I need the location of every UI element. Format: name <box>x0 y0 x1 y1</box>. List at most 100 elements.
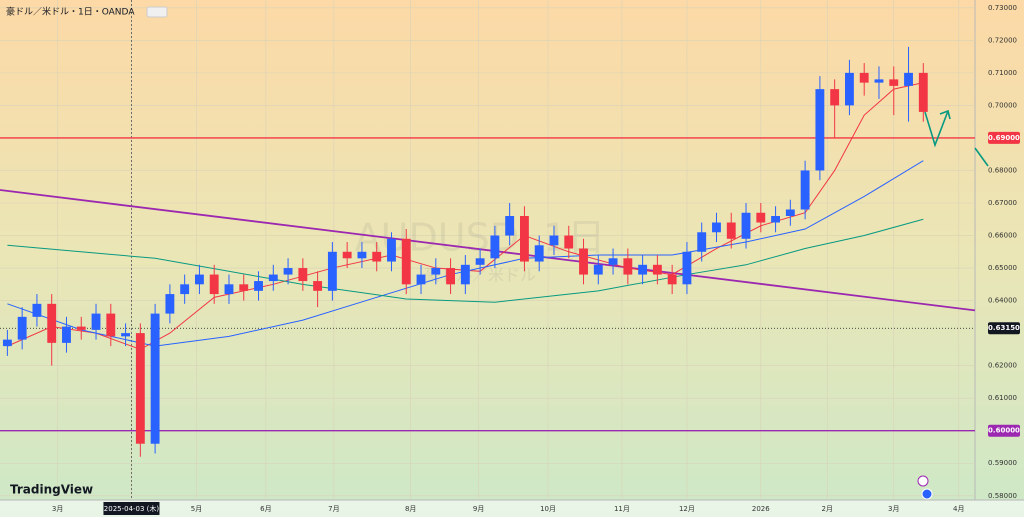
candle-body <box>387 238 396 262</box>
candle-body <box>209 274 219 295</box>
x-tick-label: 9月 <box>473 505 484 513</box>
y-tick-label: 0.72000 <box>988 36 1017 44</box>
x-tick-label: 5月 <box>191 505 202 513</box>
y-tick-label: 0.73000 <box>988 4 1017 12</box>
candle-body <box>475 258 485 265</box>
flag-icon[interactable] <box>921 488 933 500</box>
candle-body <box>268 274 278 282</box>
candle-body <box>549 235 559 246</box>
y-tick-label: 0.61000 <box>988 394 1017 402</box>
candle-body <box>224 284 234 295</box>
candle-body <box>17 316 27 340</box>
crosshair-label-bg <box>103 502 160 515</box>
candle-body <box>712 222 721 233</box>
y-tick-label: 0.64000 <box>988 297 1017 305</box>
candle-body <box>771 216 780 223</box>
candle-body <box>313 281 323 291</box>
candle-body <box>904 72 913 86</box>
y-tick-label: 0.70000 <box>988 101 1017 109</box>
y-tick-label: 0.59000 <box>988 459 1017 467</box>
candle-body <box>505 216 515 236</box>
candle-body <box>638 264 648 275</box>
candle-body <box>652 264 662 275</box>
candle-body <box>830 89 840 106</box>
candle-body <box>741 212 751 239</box>
y-tick-label: 0.66000 <box>988 232 1017 240</box>
candle-body <box>165 294 175 314</box>
candle-body <box>593 264 603 275</box>
y-tick-label: 0.58000 <box>988 492 1017 500</box>
candle-body <box>62 326 71 343</box>
candle-body <box>608 258 618 265</box>
x-tick-label: 8月 <box>405 505 416 513</box>
x-tick-label: 11月 <box>614 505 630 513</box>
y-tick-label: 0.68000 <box>988 166 1017 174</box>
trendline <box>0 189 976 312</box>
candle-body <box>357 251 367 259</box>
candle-body <box>490 235 500 259</box>
candle-body <box>283 268 293 275</box>
x-tick-label: 10月 <box>540 505 556 513</box>
y-tick-label: 0.71000 <box>988 69 1017 77</box>
x-tick-label: 2月 <box>822 505 833 513</box>
time-axis-band <box>0 500 1024 517</box>
candle-body <box>431 268 441 275</box>
candle-body <box>106 313 116 337</box>
candle-body <box>564 235 574 249</box>
x-tick-label: 3月 <box>888 505 899 513</box>
candle-body <box>135 333 145 444</box>
x-tick-label: 2025-04-03 (木) <box>104 504 160 513</box>
candle-body <box>254 281 263 291</box>
candle-body <box>460 264 470 285</box>
price-label-bg <box>988 424 1020 437</box>
x-tick-label: 4月 <box>953 505 964 513</box>
drawing-line <box>974 147 989 167</box>
candle-body <box>726 222 736 239</box>
logo: TradingView <box>10 483 93 497</box>
drawing-arrow <box>924 110 949 148</box>
price-label: 0.60000 <box>988 427 1020 435</box>
candle-body <box>845 72 854 106</box>
candle-body <box>342 251 352 259</box>
y-tick-label: 0.65000 <box>988 264 1017 272</box>
candle-body <box>416 274 426 285</box>
candle-body <box>121 333 130 337</box>
candle-body <box>623 258 633 275</box>
candle-body <box>520 216 529 262</box>
x-tick-label: 3月 <box>52 505 63 513</box>
x-tick-label: 2026 <box>752 505 770 513</box>
chart-title: 豪ドル／米ドル・1日・OANDA <box>6 6 135 18</box>
candle-body <box>91 313 101 330</box>
candle-body <box>372 251 382 262</box>
price-label: 0.63150 <box>988 324 1020 332</box>
x-tick-label: 12月 <box>679 505 695 513</box>
candle-body <box>859 72 869 83</box>
legend-toggle[interactable] <box>146 6 168 18</box>
candle-body <box>815 89 825 171</box>
candle-body <box>889 79 899 86</box>
candle-body <box>756 212 766 223</box>
y-tick-label: 0.62000 <box>988 362 1017 370</box>
candle-body <box>32 303 42 317</box>
candle-body <box>800 170 810 210</box>
candle-body <box>298 268 308 282</box>
price-label-bg <box>988 322 1020 335</box>
event-icon[interactable] <box>917 475 929 487</box>
x-tick-label: 6月 <box>260 505 271 513</box>
candle-body <box>785 209 795 217</box>
candle-body <box>2 339 12 347</box>
candle-body <box>682 251 692 285</box>
candle-body <box>918 72 928 112</box>
y-tick-label: 0.67000 <box>988 199 1017 207</box>
candle-body <box>697 232 707 252</box>
candle-body <box>534 245 544 262</box>
candle-body <box>195 274 204 285</box>
candle-body <box>327 251 337 291</box>
candle-body <box>150 313 160 444</box>
candle-body <box>667 274 677 285</box>
candle-body <box>76 326 86 330</box>
candle-body <box>579 248 588 275</box>
moving-average <box>7 218 924 303</box>
candle-body <box>239 284 249 291</box>
